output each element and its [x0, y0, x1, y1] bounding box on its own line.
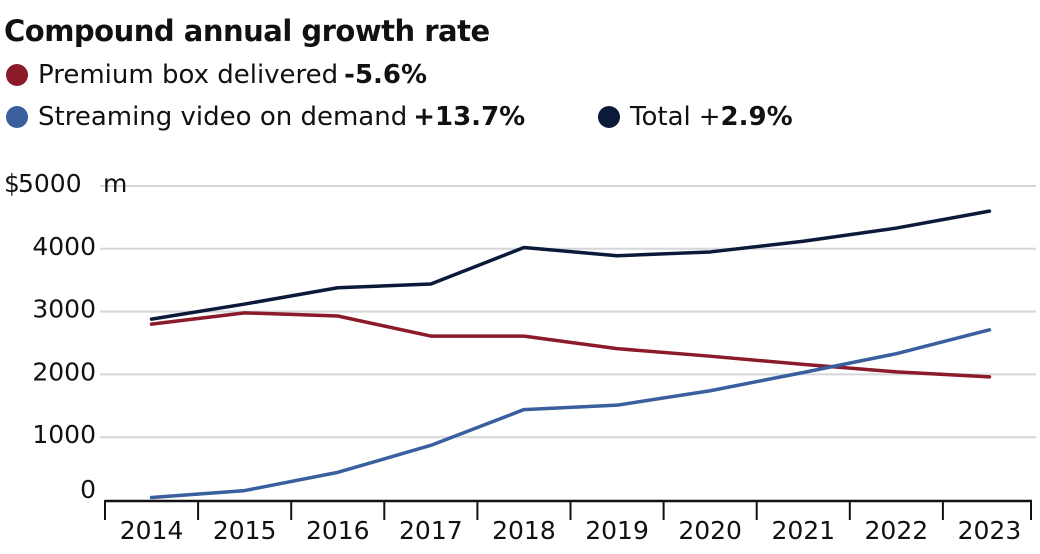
- x-tick-label: 2021: [771, 516, 835, 545]
- y-tick-label: 0: [80, 475, 96, 504]
- x-tick-label: 2015: [213, 516, 277, 545]
- legend-item-svod: Streaming video on demand +13.7%: [6, 102, 525, 132]
- x-tick-label: 2022: [865, 516, 929, 545]
- y-unit-suffix: m: [103, 169, 127, 198]
- legend-label: Premium box delivered: [38, 60, 339, 90]
- legend-growth: +13.7%: [413, 102, 526, 132]
- y-tick-label: 1000: [32, 420, 96, 449]
- legend-item-premium: Premium box delivered -5.6%: [6, 60, 427, 90]
- legend-dot-icon: [598, 106, 620, 128]
- y-tick-label: 5000: [18, 169, 82, 198]
- x-tick-label: 2020: [678, 516, 742, 545]
- series-line-streaming-video-on-demand: [149, 328, 992, 500]
- legend-growth-sign: +: [698, 102, 721, 132]
- legend-item-total: Total +2.9%: [598, 102, 793, 132]
- x-tick-label: 2014: [120, 516, 184, 545]
- y-tick-label: 2000: [32, 357, 96, 386]
- legend-growth: 2.9%: [720, 102, 793, 132]
- legend-dot-icon: [6, 64, 28, 86]
- y-tick-label: 4000: [32, 232, 96, 261]
- series-line-premium-box-delivered: [149, 311, 992, 379]
- x-tick-label: 2023: [958, 516, 1022, 545]
- x-tick-label: 2016: [306, 516, 370, 545]
- legend-label: Total: [630, 102, 691, 132]
- legend-label: Streaming video on demand: [38, 102, 408, 132]
- x-tick-label: 2018: [492, 516, 556, 545]
- series-line-total: [149, 209, 992, 321]
- legend-growth: -5.6%: [344, 60, 428, 90]
- y-unit-prefix: $: [4, 169, 20, 198]
- y-tick-label: 3000: [32, 295, 96, 324]
- x-tick-label: 2019: [585, 516, 649, 545]
- legend-dot-icon: [6, 106, 28, 128]
- x-tick-label: 2017: [399, 516, 463, 545]
- chart-title: Compound annual growth rate: [4, 14, 490, 48]
